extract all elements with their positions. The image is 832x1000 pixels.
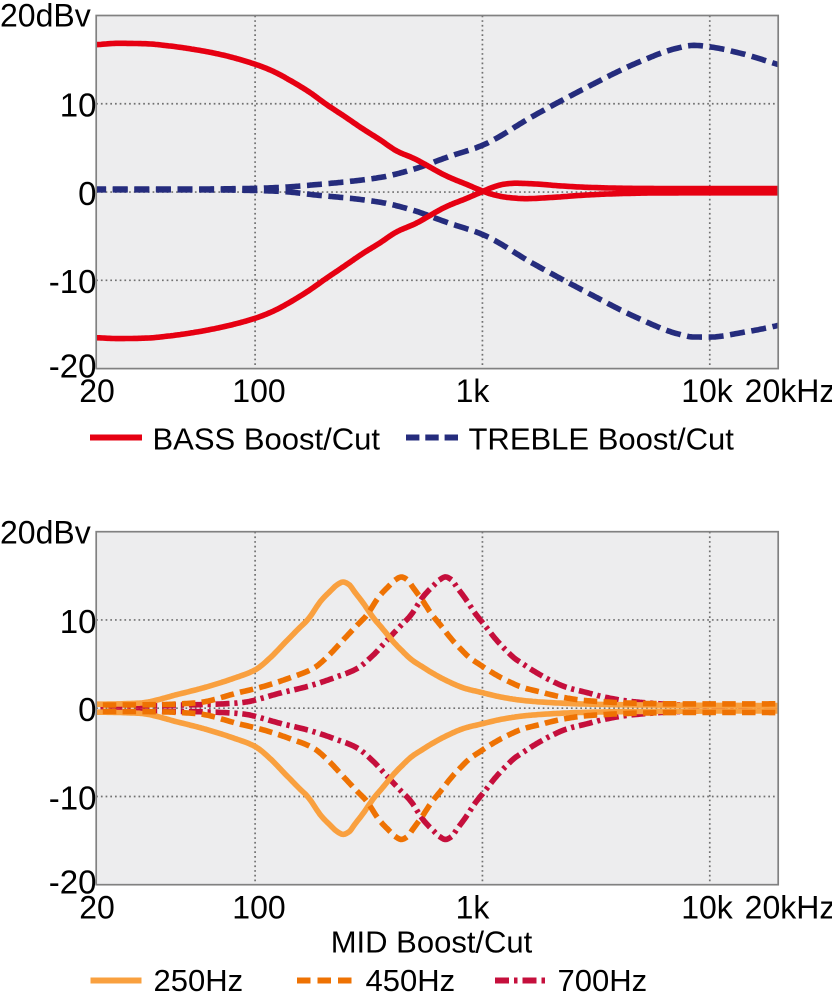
svg-text:0: 0 (78, 691, 96, 728)
svg-text:700Hz: 700Hz (558, 963, 648, 998)
svg-text:10k: 10k (681, 373, 734, 409)
svg-text:20kHz: 20kHz (745, 890, 832, 926)
svg-text:20kHz: 20kHz (745, 373, 832, 409)
svg-text:1k: 1k (456, 373, 491, 409)
svg-text:100: 100 (232, 373, 285, 409)
svg-text:250Hz: 250Hz (154, 963, 244, 998)
svg-text:MID Boost/Cut: MID Boost/Cut (331, 925, 533, 960)
svg-text:-10: -10 (49, 263, 97, 300)
svg-text:-20: -20 (49, 864, 97, 901)
svg-text:-10: -10 (49, 779, 97, 816)
svg-text:20: 20 (79, 890, 115, 926)
svg-text:1k: 1k (456, 890, 491, 926)
svg-text:450Hz: 450Hz (366, 963, 456, 998)
svg-text:TREBLE Boost/Cut: TREBLE Boost/Cut (469, 421, 735, 456)
svg-text:20: 20 (79, 373, 115, 409)
svg-text:-20: -20 (49, 347, 97, 384)
svg-text:BASS Boost/Cut: BASS Boost/Cut (153, 421, 381, 456)
svg-text:20dBv: 20dBv (0, 0, 91, 33)
svg-text:100: 100 (232, 890, 285, 926)
svg-text:20dBv: 20dBv (0, 515, 91, 551)
svg-text:10: 10 (60, 603, 97, 640)
svg-text:10k: 10k (681, 890, 734, 926)
svg-text:0: 0 (78, 175, 96, 212)
svg-text:10: 10 (60, 87, 97, 124)
